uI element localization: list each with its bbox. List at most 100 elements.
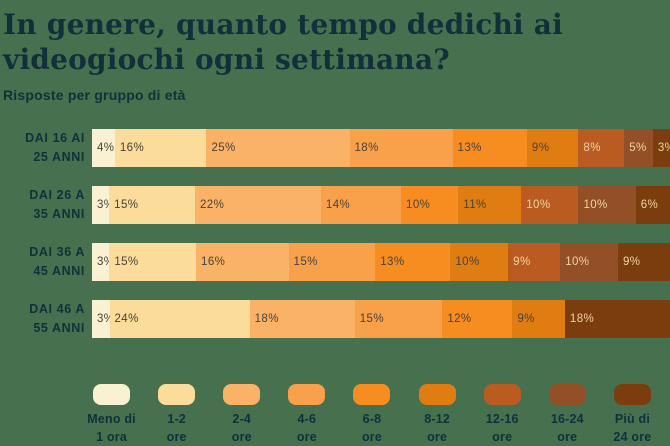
bar-segment: 10% bbox=[450, 243, 509, 281]
segment-value: 9% bbox=[531, 142, 550, 154]
legend-label: 12-16 ore bbox=[485, 412, 519, 444]
segment-value: 10% bbox=[526, 199, 551, 211]
segment-value: 9% bbox=[517, 313, 535, 325]
bar-segment: 15% bbox=[109, 186, 196, 224]
segment-value: 15% bbox=[359, 313, 384, 325]
bar-segment: 10% bbox=[401, 186, 459, 224]
bar-segment: 13% bbox=[452, 129, 527, 167]
bar-segment: 3% bbox=[92, 300, 114, 338]
legend-item: 4-6 ore bbox=[274, 384, 339, 446]
stacked-bar: 3% 24% 18% 15% 12% 9% 18% bbox=[92, 300, 670, 338]
bar-segment: 4% bbox=[92, 129, 115, 167]
legend-swatch bbox=[288, 384, 326, 405]
row-label: DAI 36 A 45 ANNI bbox=[29, 245, 85, 278]
legend-swatch bbox=[483, 384, 521, 405]
bar-segment: 22% bbox=[195, 186, 321, 224]
chart-subtitle: Risposte per gruppo di età bbox=[3, 87, 186, 103]
legend-item: 6-8 ore bbox=[339, 384, 404, 446]
legend-label: 8-12 ore bbox=[424, 412, 451, 444]
legend-swatch bbox=[158, 384, 196, 405]
row-label: DAI 16 AI 25 ANNI bbox=[25, 131, 85, 164]
legend-label: Più di 24 ore bbox=[613, 412, 652, 444]
page-title-line1: In genere, quanto tempo dedichi ai bbox=[3, 8, 563, 41]
segment-value: 4% bbox=[97, 142, 115, 154]
bar-segment: 18% bbox=[564, 300, 670, 338]
bar-segment: 13% bbox=[375, 243, 451, 281]
legend-item: 1-2 ore bbox=[144, 384, 209, 446]
segment-value: 12% bbox=[447, 313, 472, 325]
bar-segment: 3% bbox=[92, 243, 114, 281]
legend-label: 2-4 ore bbox=[231, 412, 252, 444]
segment-value: 22% bbox=[200, 199, 225, 211]
legend: Meno di 1 ora 1-2 ore 2-4 ore 4-6 ore 6-8 ore 8-12… bbox=[79, 384, 665, 446]
bar-segment: 18% bbox=[249, 300, 355, 338]
bar-segment: 16% bbox=[114, 129, 207, 167]
legend-swatch bbox=[548, 384, 586, 405]
bar-segment: 15% bbox=[288, 243, 376, 281]
bar-segment: 16% bbox=[196, 243, 289, 281]
segment-value: 9% bbox=[513, 256, 531, 268]
segment-value: 18% bbox=[569, 313, 595, 325]
bar-segment: 18% bbox=[349, 129, 453, 167]
segment-value: 10% bbox=[583, 199, 608, 211]
legend-item: 2-4 ore bbox=[209, 384, 274, 446]
bar-segment: 10% bbox=[578, 186, 636, 224]
stacked-bar: 4% 16% 25% 18% 13% 9% 8% 5% 3% bbox=[92, 129, 670, 167]
page-title-line2: videogiochi ogni settimana? bbox=[3, 43, 450, 76]
legend-swatch bbox=[418, 384, 456, 405]
stacked-bar: 3% 15% 16% 15% 13% 10% 9% 10% 9% bbox=[92, 243, 670, 281]
segment-value: 16% bbox=[119, 142, 145, 154]
legend-swatch bbox=[93, 384, 131, 405]
segment-value: 9% bbox=[622, 256, 641, 268]
segment-value: 10% bbox=[455, 256, 480, 268]
stacked-bar: 3% 15% 22% 14% 10% 11% 10% 10% 6% bbox=[92, 186, 670, 224]
bar-segment: 3% bbox=[92, 186, 114, 224]
bar-segment: 9% bbox=[617, 243, 670, 281]
segment-value: 15% bbox=[293, 256, 318, 268]
row-label: DAI 26 A 35 ANNI bbox=[29, 188, 85, 221]
legend-label: Meno di 1 ora bbox=[87, 412, 136, 444]
legend-item: 16-24 ore bbox=[535, 384, 600, 446]
segment-value: 16% bbox=[201, 256, 226, 268]
segment-value: 25% bbox=[211, 142, 236, 154]
segment-value: 24% bbox=[114, 313, 139, 325]
legend-swatch bbox=[353, 384, 391, 405]
segment-value: 6% bbox=[640, 199, 659, 211]
bar-segment: 9% bbox=[526, 129, 579, 167]
segment-value: 18% bbox=[354, 142, 379, 154]
bar-row: DAI 26 A 35 ANNI 3% 15% 22% 14% 10% 11% 10% 10% 6% bbox=[0, 186, 670, 224]
legend-swatch bbox=[613, 384, 651, 405]
legend-label: 6-8 ore bbox=[361, 412, 383, 444]
segment-value: 18% bbox=[254, 313, 279, 325]
bar-segment: 15% bbox=[109, 243, 197, 281]
bar-segment: 10% bbox=[521, 186, 579, 224]
row-label: DAI 46 A 55 ANNI bbox=[29, 302, 85, 335]
legend-label: 1-2 ore bbox=[166, 412, 187, 444]
bar-segment: 5% bbox=[624, 129, 653, 167]
bar-row: DAI 36 A 45 ANNI 3% 15% 16% 15% 13% 10% 9% 10% 9% bbox=[0, 243, 670, 281]
legend-item: 8-12 ore bbox=[405, 384, 470, 446]
segment-value: 8% bbox=[583, 142, 601, 154]
segment-value: 13% bbox=[380, 256, 405, 268]
segment-value: 13% bbox=[457, 142, 482, 154]
bar-segment: 10% bbox=[560, 243, 618, 281]
segment-value: 15% bbox=[114, 199, 139, 211]
segment-value: 5% bbox=[629, 142, 647, 154]
bar-segment: 9% bbox=[512, 300, 565, 338]
legend-item: 12-16 ore bbox=[470, 384, 535, 446]
legend-item: Meno di 1 ora bbox=[79, 384, 144, 446]
bar-segment: 8% bbox=[578, 129, 625, 167]
legend-item: Più di 24 ore bbox=[600, 384, 665, 446]
segment-value: 10% bbox=[406, 199, 431, 211]
bar-segment: 24% bbox=[109, 300, 250, 338]
bar-segment: 3% bbox=[652, 129, 670, 167]
bar-segment: 15% bbox=[354, 300, 443, 338]
bar-segment: 14% bbox=[320, 186, 402, 224]
legend-label: 16-24 ore bbox=[550, 412, 584, 444]
legend-swatch bbox=[223, 384, 261, 405]
segment-value: 3% bbox=[657, 142, 670, 154]
segment-value: 11% bbox=[463, 199, 487, 211]
